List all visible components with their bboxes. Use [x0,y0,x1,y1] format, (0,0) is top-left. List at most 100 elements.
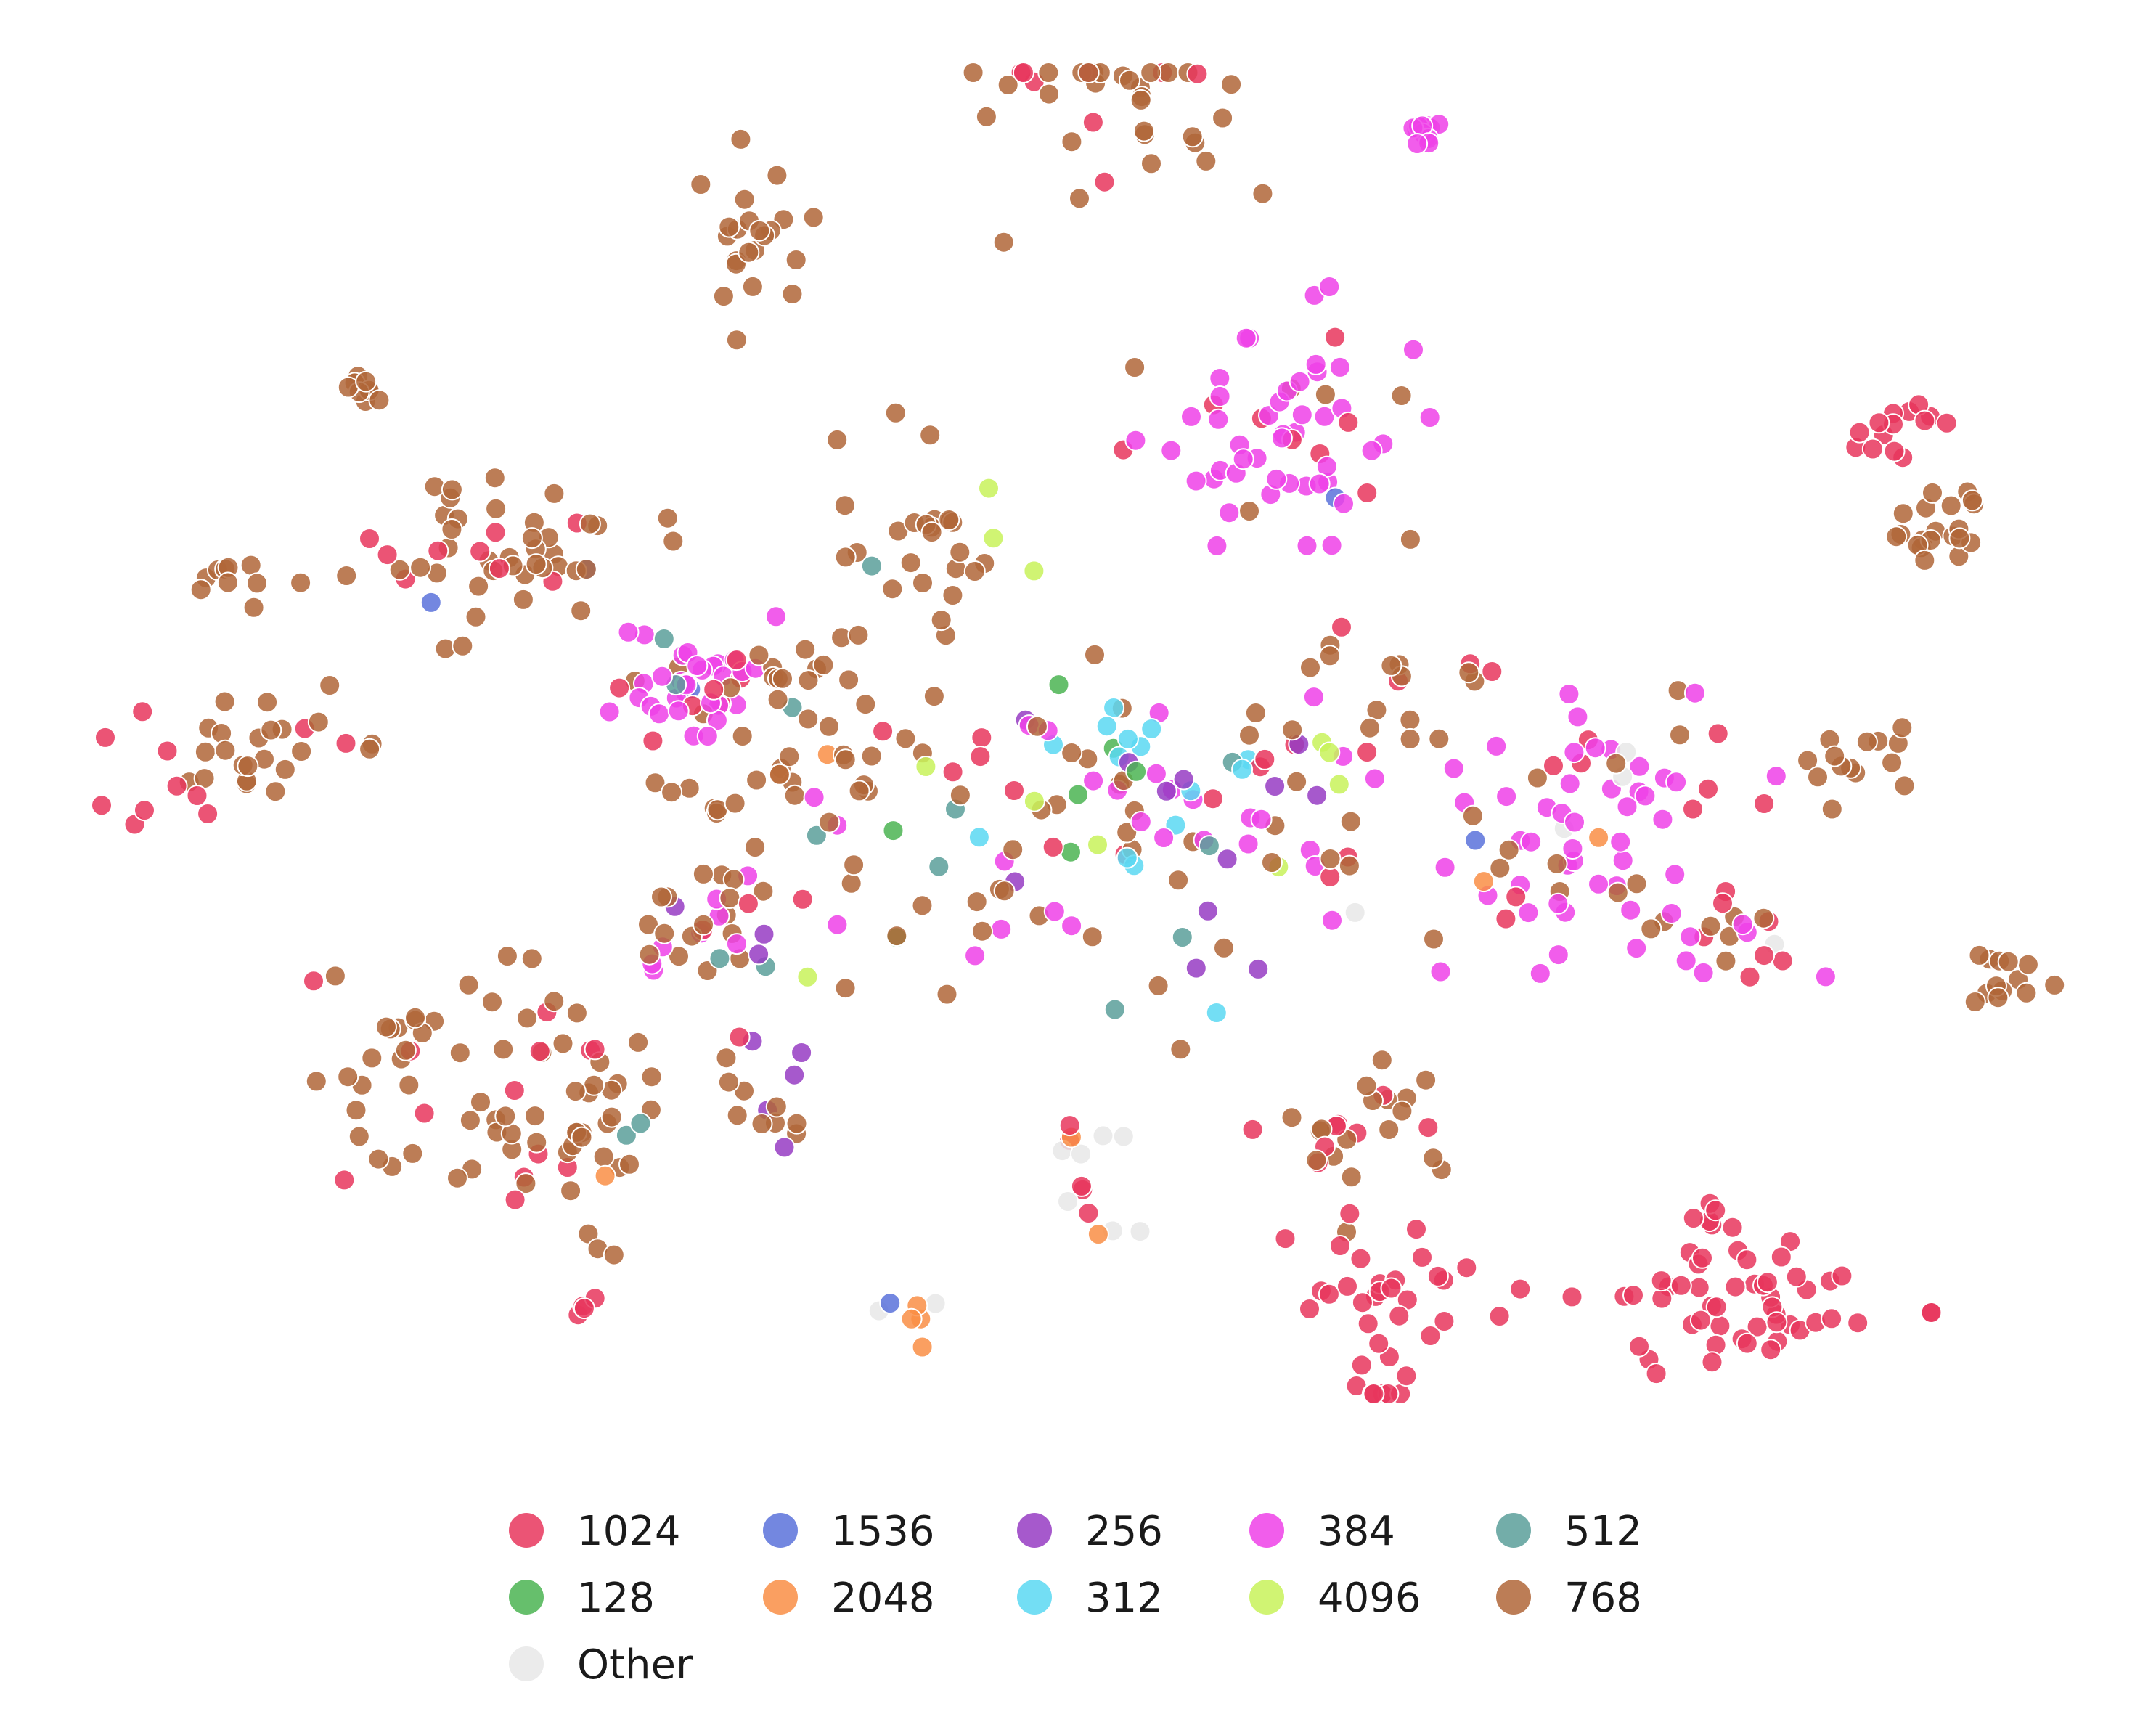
point-1024 [1721,1216,1744,1239]
point-1024 [1561,1286,1583,1308]
point-256 [1216,848,1238,870]
point-384 [1265,468,1288,490]
point-768 [726,1104,748,1127]
point-768 [838,669,860,691]
point-1024 [1920,1302,1943,1323]
point-1024 [1509,1278,1532,1300]
point-1024 [131,701,154,723]
point-768 [1797,749,1819,772]
point-1024 [1704,1199,1727,1222]
point-1024 [1831,1265,1853,1287]
point-384 [1328,356,1351,378]
point-768 [1261,852,1283,873]
point-1024 [1847,1312,1869,1334]
point-768 [592,1146,615,1168]
point-768 [359,738,381,760]
point-768 [1961,489,1983,512]
point-768 [2015,982,2038,1004]
point-768 [1220,73,1243,96]
point-768 [783,784,806,807]
legend-marker-128 [509,1580,544,1615]
point-768 [1340,1166,1363,1188]
point-512 [1198,835,1220,857]
point-768 [1140,62,1162,83]
point-768 [409,556,432,579]
point-1024 [737,892,759,915]
point-768 [678,777,701,799]
point-1024 [1419,1325,1442,1347]
point-2048 [1472,870,1495,893]
point-1024 [1682,798,1704,820]
legend-marker-other [509,1646,544,1681]
point-768 [997,74,1019,96]
point-1024 [584,1038,606,1061]
point-768 [1310,1118,1333,1140]
point-768 [1212,107,1234,129]
point-4096 [978,477,1000,499]
point-1024 [1186,62,1209,85]
point-768 [1119,69,1140,91]
point-768 [214,739,237,762]
point-768 [375,1016,397,1038]
point-768 [1390,385,1413,407]
point-1024 [94,726,116,748]
point-384 [1250,808,1273,831]
point-768 [938,509,960,531]
point-Other [1070,1143,1092,1165]
point-768 [744,836,767,858]
point-384 [1061,915,1083,937]
point-768 [345,1099,367,1122]
point-768 [1885,526,1908,548]
point-768 [194,740,216,763]
point-768 [512,588,534,611]
point-1024 [1241,1118,1264,1140]
point-1024 [1935,412,1958,434]
point-768 [1026,715,1048,738]
point-1536 [420,591,442,613]
point-768 [515,1172,537,1195]
point-384 [1218,502,1241,524]
point-768 [1605,752,1628,775]
point-Other [924,1292,947,1315]
point-512 [629,1112,652,1135]
legend-marker-256 [1017,1513,1052,1548]
point-768 [860,745,883,767]
point-768 [802,206,825,229]
legend-label-other: Other [577,1641,693,1689]
legend-marker-312 [1017,1580,1052,1615]
point-768 [1545,852,1568,875]
point-768 [724,792,746,815]
point-768 [560,1180,582,1202]
point-1024 [1336,1275,1358,1297]
point-768 [520,947,543,970]
point-768 [752,880,775,902]
point-384 [1567,706,1589,728]
point-768 [2017,953,2039,976]
point-384 [1683,682,1706,704]
point-512 [1103,998,1126,1021]
point-768 [1181,126,1204,148]
point-1024 [1058,1114,1081,1137]
point-256 [1185,957,1207,979]
point-384 [598,701,621,723]
point-768 [1140,152,1162,175]
point-1024 [1395,1365,1418,1387]
point-768 [848,780,870,802]
point-768 [348,1125,370,1148]
legend-marker-1536 [763,1513,798,1548]
point-1024 [1274,1228,1297,1250]
point-1024 [1299,1298,1320,1320]
point-768 [834,748,857,771]
point-1536 [879,1292,902,1314]
point-384 [651,665,674,687]
point-768 [785,249,807,271]
legend-marker-2048 [763,1580,798,1615]
point-384 [1160,439,1183,462]
point-1024 [1701,1351,1723,1374]
point-768 [1286,770,1308,793]
point-1024 [1861,438,1884,460]
point-384 [1363,767,1386,790]
point-512 [1171,926,1193,948]
point-768 [459,1109,481,1132]
